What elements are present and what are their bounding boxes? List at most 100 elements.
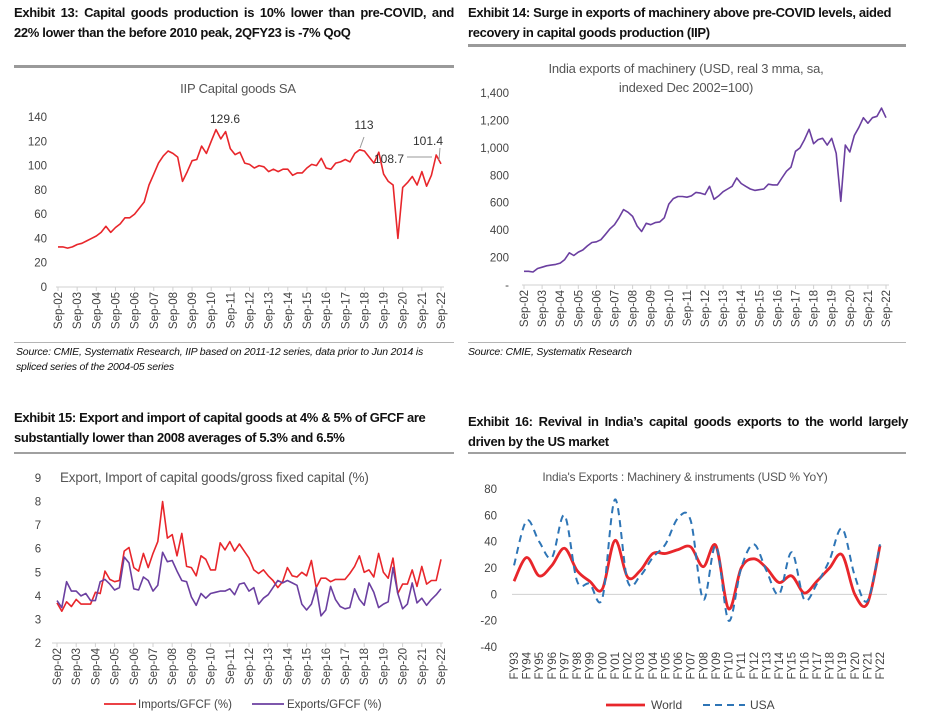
x-tick-label: Sep-18 [809,290,821,327]
exhibit-15-heading: Exhibit 15: Export and import of capital… [14,410,426,445]
x-tick-label: Sep-15 [754,290,766,327]
x-tick-label: FY08 [698,652,710,680]
x-tick-label: Sep-05 [110,292,122,329]
y-tick-label: 1,200 [480,115,509,127]
x-tick-label: Sep-09 [646,290,658,327]
x-tick-label: Sep-07 [610,290,622,327]
exhibit-14-heading: Exhibit 14: Surge in exports of machiner… [468,5,892,40]
x-tick-label: Sep-08 [628,290,640,327]
exhibit-16-rule [468,452,906,454]
exhibit-15-chart-title: Export, Import of capital goods/gross fi… [60,470,369,485]
x-tick-label: FY20 [850,652,862,680]
exhibit-14-chart-title-line2: indexed Dec 2002=100) [618,80,754,95]
x-tick-label: Sep-06 [591,290,603,327]
x-tick-label: FY10 [724,652,736,680]
x-tick-label: Sep-06 [129,648,141,685]
x-tick-label: Sep-05 [573,290,585,327]
y-tick-label: - [505,280,509,292]
x-tick-label: Sep-16 [772,290,784,327]
y-tick-label: 200 [490,253,509,265]
x-tick-label: Sep-06 [130,292,142,329]
x-tick-label: Sep-16 [321,648,333,685]
exhibit-13-heading: Exhibit 13: Capital goods production is … [14,5,454,40]
y-tick-label: 1,000 [480,143,509,155]
x-tick-label: Sep-03 [72,292,84,329]
x-tick-label: Sep-04 [90,647,102,685]
x-tick-label: Sep-15 [302,292,314,329]
x-tick-label: Sep-05 [110,648,122,685]
x-tick-label: FY06 [673,652,685,680]
x-tick-label: FY12 [749,652,761,680]
annotation-label: 113 [354,118,373,132]
annotation-leader [359,136,365,149]
x-tick-label: Sep-02 [519,290,531,327]
x-tick-label: FY15 [787,652,799,680]
y-tick-label: 800 [490,170,509,182]
series-line-exports-gfcf [56,551,442,617]
x-tick-label: Sep-22 [436,292,448,329]
y-tick-label: 40 [484,537,497,549]
y-tick-label: 9 [35,473,41,485]
x-tick-label: Sep-10 [206,292,218,329]
x-tick-label: FY01 [610,652,622,680]
y-tick-label: 1,400 [480,88,509,100]
x-tick-label: FY94 [522,651,534,679]
x-tick-label: FY18 [825,652,837,680]
x-tick-label: FY21 [862,652,874,680]
x-tick-label: FY19 [837,652,849,680]
y-tick-label: 3 [35,614,41,626]
y-tick-label: 60 [484,510,497,522]
x-tick-label: Sep-21 [417,292,429,329]
x-tick-label: Sep-14 [282,647,294,685]
y-tick-label: 20 [34,258,47,270]
x-tick-label: Sep-10 [206,648,218,685]
y-tick-label: 120 [28,136,47,148]
x-tick-label: FY05 [660,652,672,680]
annotation-label: 108.7 [374,152,404,166]
y-tick-label: 140 [28,112,47,124]
x-tick-label: FY95 [534,652,546,680]
x-tick-label: Sep-04 [555,289,567,327]
y-tick-label: 2 [35,638,41,650]
x-tick-label: Sep-17 [340,292,352,329]
annotation-label: 129.6 [210,112,240,126]
exhibit-16-heading: Exhibit 16: Revival in India’s capital g… [468,414,908,449]
x-tick-label: Sep-04 [91,291,103,329]
x-tick-label: Sep-22 [436,648,448,685]
exhibit-13-source: Source: CMIE, Systematix Research, IIP b… [16,346,424,373]
exhibit-14-chart-title: India exports of machinery (USD, real 3 … [500,59,872,97]
exhibit-13-chart-title: IIP Capital goods SA [180,81,296,96]
y-tick-label: -40 [480,642,497,654]
x-tick-label: Sep-14 [736,289,748,327]
legend-label-exports: Exports/GFCF (%) [287,699,382,711]
x-tick-label: Sep-11 [682,290,694,326]
x-tick-label: Sep-13 [718,290,730,327]
x-tick-label: FY14 [774,651,786,679]
x-tick-label: FY98 [572,652,584,680]
exhibit-14-rule [468,44,906,47]
y-tick-label: 600 [490,198,509,210]
x-tick-label: FY97 [559,652,571,680]
x-tick-label: Sep-02 [53,292,65,329]
y-tick-label: 6 [35,544,41,556]
y-tick-label: 5 [35,567,41,579]
y-tick-label: -20 [480,616,497,628]
x-tick-label: Sep-20 [398,292,410,329]
x-tick-label: Sep-19 [827,290,839,327]
x-tick-label: FY99 [585,652,597,680]
x-tick-label: Sep-20 [398,648,410,685]
x-tick-label: Sep-18 [359,292,371,329]
x-tick-label: Sep-12 [245,292,257,329]
y-tick-label: 20 [484,563,497,575]
x-tick-label: Sep-22 [881,290,893,327]
legend-label-world: World [651,698,682,712]
x-tick-label: FY03 [635,652,647,680]
annotation-label: 101.4 [413,134,443,148]
x-tick-label: Sep-21 [417,648,429,685]
x-tick-label: Sep-08 [167,648,179,685]
x-tick-label: Sep-12 [700,290,712,327]
